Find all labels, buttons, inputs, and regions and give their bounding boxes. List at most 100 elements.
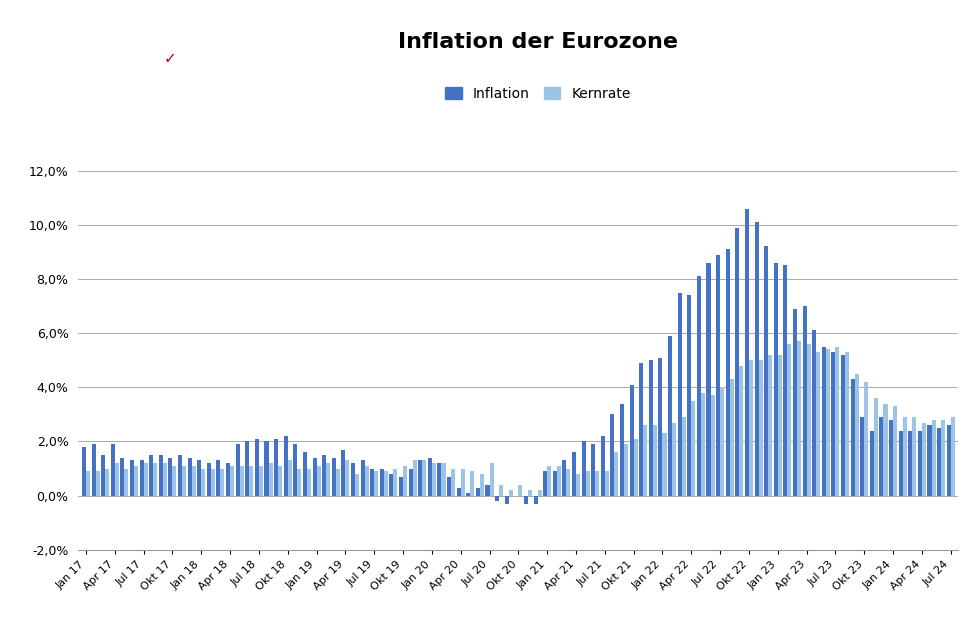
Bar <box>130 461 134 495</box>
Text: ✓: ✓ <box>163 51 177 66</box>
Bar <box>840 355 844 495</box>
Bar <box>705 263 710 495</box>
Bar <box>816 352 820 495</box>
Bar <box>806 344 810 495</box>
Bar <box>898 430 902 495</box>
Bar <box>921 423 925 495</box>
Bar <box>466 493 470 495</box>
Bar <box>786 344 790 495</box>
Bar <box>552 471 556 495</box>
Bar <box>335 468 339 495</box>
Bar <box>917 430 921 495</box>
Bar <box>325 463 330 495</box>
Bar <box>206 463 211 495</box>
Bar <box>930 420 935 495</box>
Bar <box>441 463 446 495</box>
Bar <box>796 341 800 495</box>
Bar <box>168 458 172 495</box>
Bar <box>211 468 215 495</box>
Bar <box>533 495 537 504</box>
Bar <box>124 468 128 495</box>
Bar <box>379 468 383 495</box>
Bar <box>341 449 345 495</box>
Bar <box>255 439 259 495</box>
Bar <box>710 396 714 495</box>
Bar <box>792 309 796 495</box>
Bar <box>653 425 657 495</box>
Bar <box>313 458 317 495</box>
Bar <box>873 398 877 495</box>
Bar <box>297 468 301 495</box>
Bar <box>767 355 772 495</box>
Bar <box>604 471 609 495</box>
Bar <box>860 417 864 495</box>
Bar <box>844 352 848 495</box>
Bar <box>274 439 277 495</box>
Bar <box>950 417 954 495</box>
Bar <box>908 430 912 495</box>
Bar <box>96 471 100 495</box>
Legend: Inflation, Kernrate: Inflation, Kernrate <box>441 83 634 105</box>
Circle shape <box>127 36 213 80</box>
Bar <box>393 468 397 495</box>
Bar <box>878 417 882 495</box>
Bar <box>537 490 541 495</box>
Bar <box>351 463 355 495</box>
Bar <box>476 487 480 495</box>
Bar <box>697 276 701 495</box>
Bar <box>575 474 579 495</box>
Bar <box>834 347 838 495</box>
Bar <box>470 471 474 495</box>
Bar <box>158 455 162 495</box>
Bar <box>643 425 647 495</box>
Bar <box>408 468 412 495</box>
Bar <box>485 485 489 495</box>
Bar <box>191 466 195 495</box>
Bar <box>239 466 243 495</box>
Bar <box>418 461 422 495</box>
Bar <box>283 436 287 495</box>
Bar <box>777 355 781 495</box>
Bar <box>92 444 96 495</box>
Bar <box>600 436 604 495</box>
Bar <box>144 463 148 495</box>
Bar <box>182 466 186 495</box>
Bar <box>245 442 249 495</box>
Bar <box>369 468 374 495</box>
Bar <box>725 249 729 495</box>
Bar <box>677 293 681 495</box>
Bar <box>389 474 393 495</box>
Bar <box>201 468 205 495</box>
Bar <box>888 420 892 495</box>
Bar <box>188 458 191 495</box>
Bar <box>623 444 627 495</box>
Bar <box>528 490 531 495</box>
Bar <box>489 463 493 495</box>
Bar <box>383 471 388 495</box>
Bar <box>172 466 176 495</box>
Bar <box>249 466 253 495</box>
Bar <box>658 358 661 495</box>
Bar <box>86 471 90 495</box>
Bar <box>399 477 403 495</box>
Text: unabhängig • strategisch • treffsicher: unabhängig • strategisch • treffsicher <box>25 87 172 96</box>
Bar <box>619 404 623 495</box>
Bar <box>595 471 599 495</box>
Bar <box>450 468 454 495</box>
Bar <box>783 265 786 495</box>
Bar <box>114 463 118 495</box>
Bar <box>946 425 950 495</box>
Bar <box>562 461 566 495</box>
Bar <box>432 463 436 495</box>
Bar <box>715 255 719 495</box>
Bar <box>854 374 858 495</box>
Bar <box>216 461 220 495</box>
Bar <box>864 382 868 495</box>
Bar <box>581 442 585 495</box>
Bar <box>739 366 743 495</box>
Bar <box>498 485 502 495</box>
Bar <box>729 379 733 495</box>
Bar <box>590 444 595 495</box>
Bar <box>120 458 124 495</box>
Bar <box>639 363 643 495</box>
